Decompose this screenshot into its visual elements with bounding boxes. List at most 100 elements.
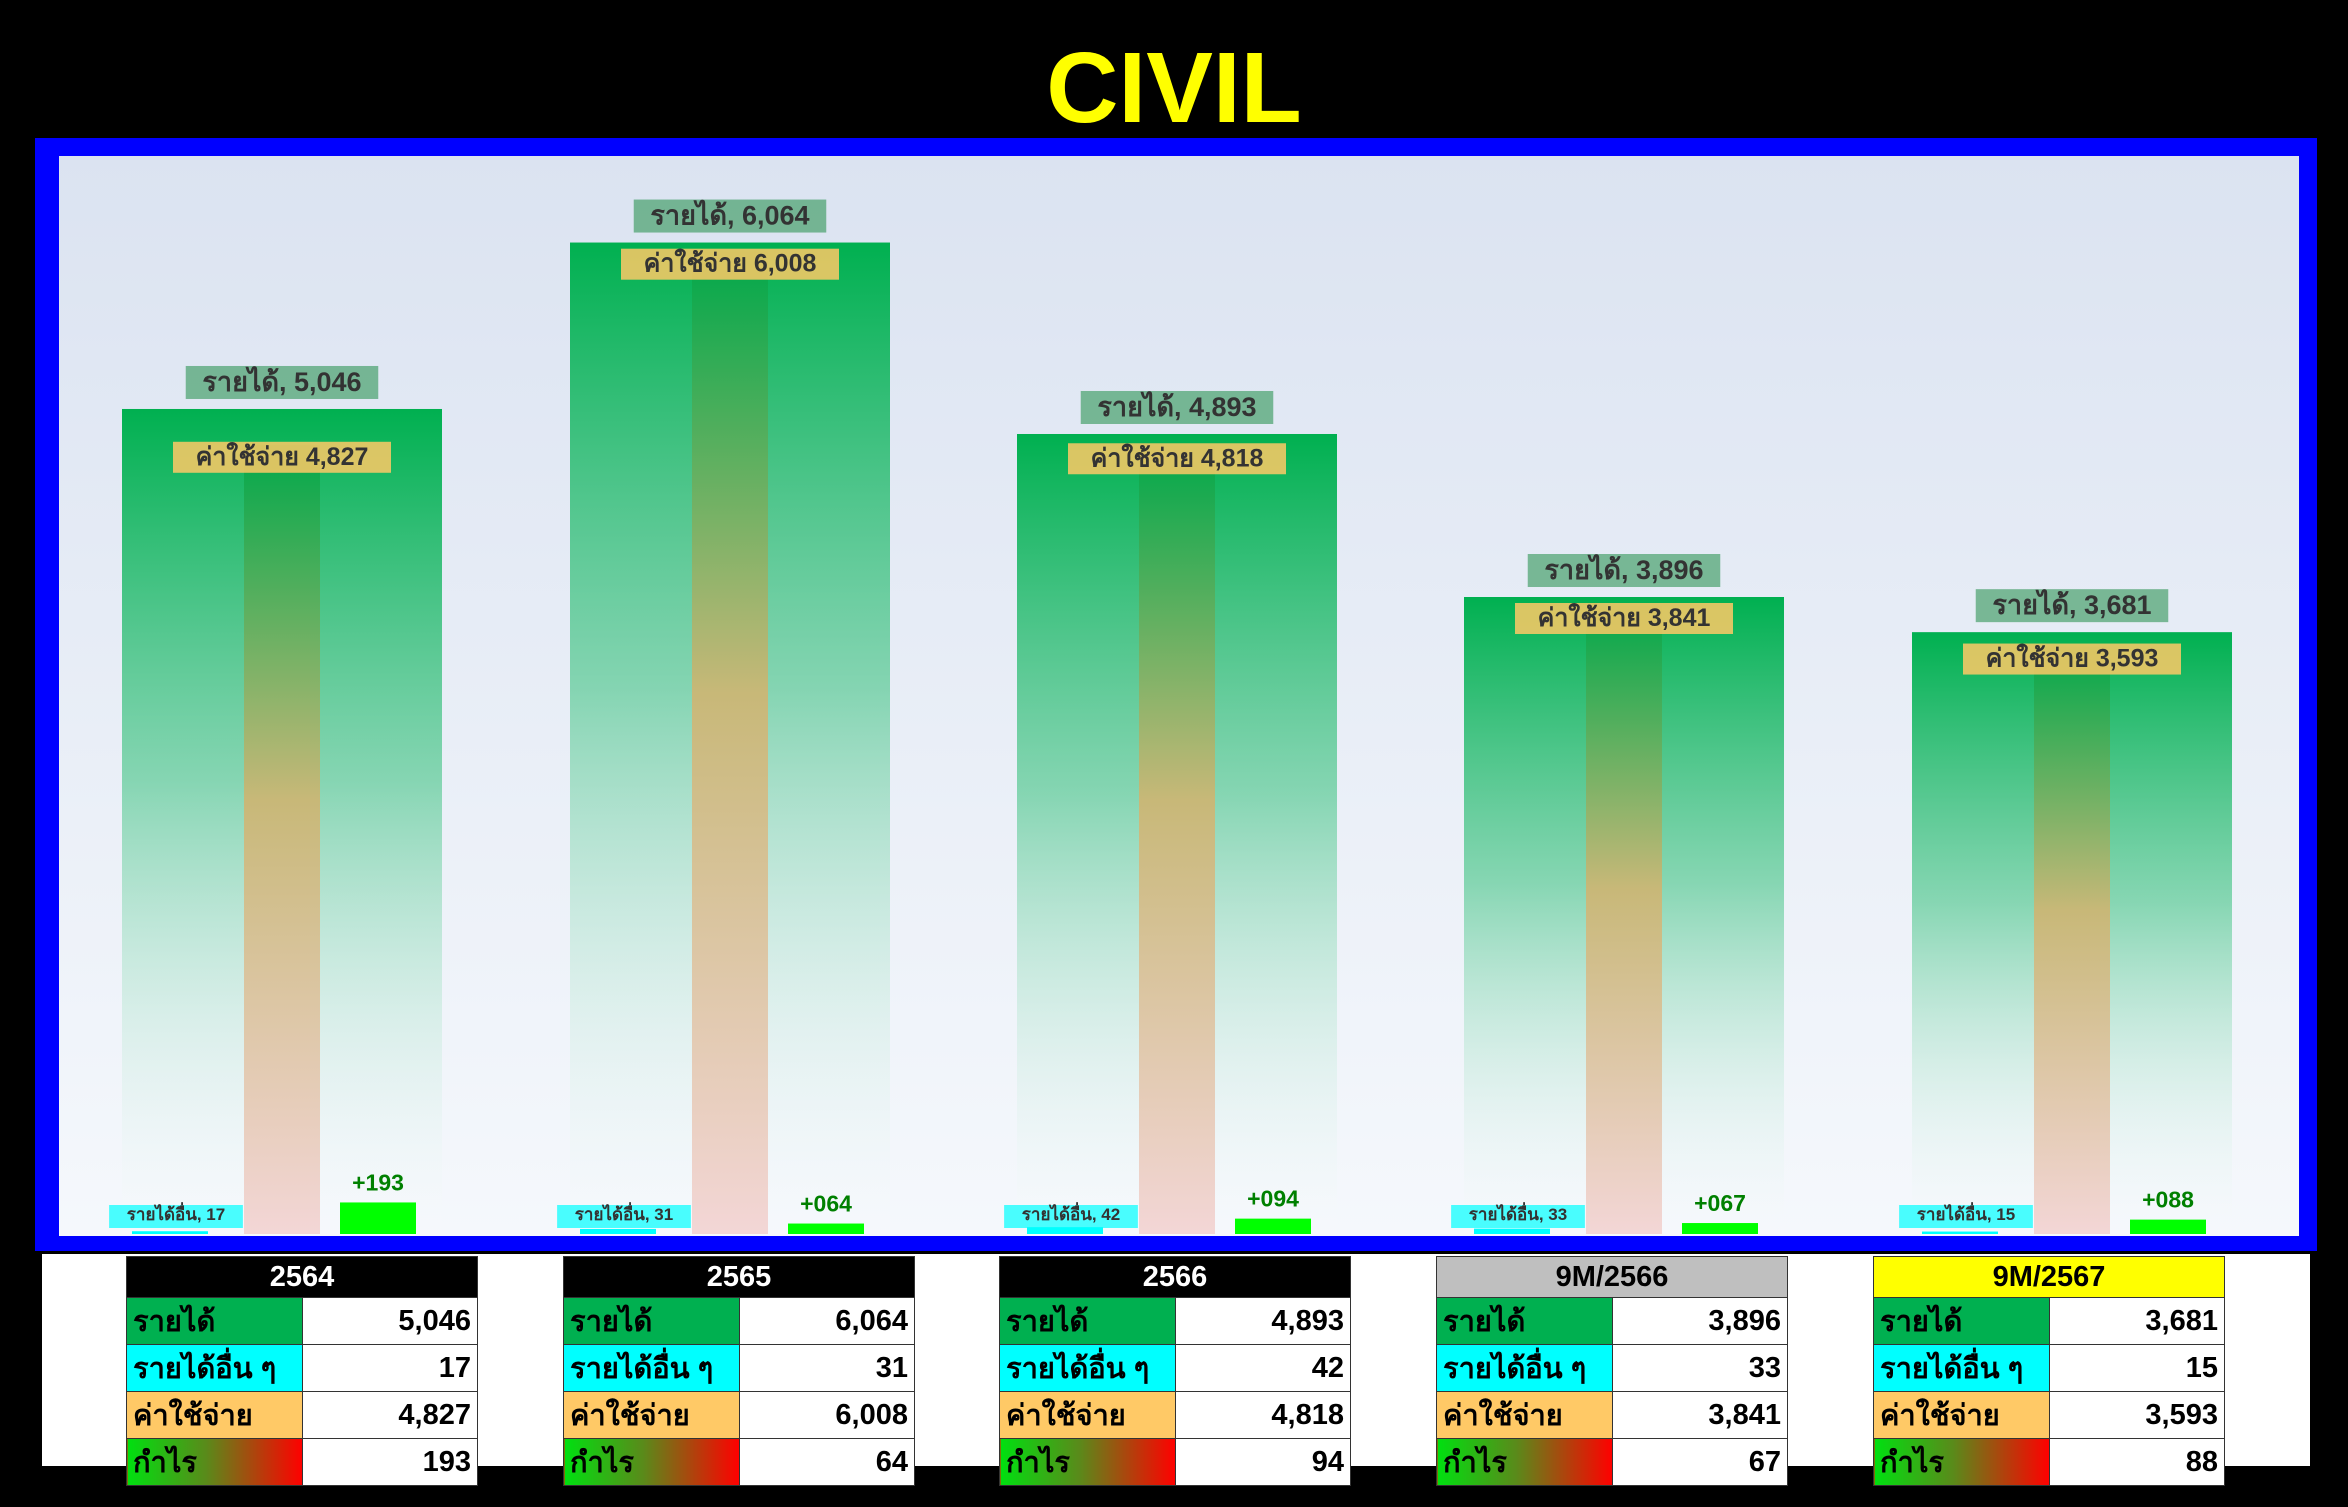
summary-table: 9M/2567 รายได้ 3,681 รายได้อื่น ๆ 15 ค่าใช้จ่…	[1873, 1256, 2225, 1486]
row-label: ค่าใช้จ่าย	[999, 1391, 1176, 1439]
profit-bar	[2130, 1219, 2206, 1234]
table-row: รายได้อื่น ๆ 42	[999, 1344, 1351, 1392]
profit-data-label: +094	[1247, 1186, 1299, 1212]
row-label: รายได้	[999, 1297, 1176, 1345]
row-label: รายได้อื่น ๆ	[563, 1344, 740, 1392]
other-income-data-label: รายได้อื่น, 42	[1022, 1202, 1120, 1224]
row-value: 33	[1611, 1344, 1788, 1392]
table-header: 2566	[999, 1256, 1351, 1298]
other-income-data-label: รายได้อื่น, 17	[127, 1202, 225, 1224]
row-label: รายได้	[1873, 1297, 2050, 1345]
row-label: กำไร	[563, 1438, 740, 1486]
summary-table: 9M/2566 รายได้ 3,896 รายได้อื่น ๆ 33 ค่าใช้จ่…	[1436, 1256, 1788, 1486]
expense-data-label-group: ค่าใช้จ่าย 4,818	[1068, 442, 1286, 475]
profit-data-label: +067	[1694, 1190, 1746, 1216]
income-data-label: รายได้, 6,064	[650, 200, 809, 231]
row-label: ค่าใช้จ่าย	[563, 1391, 740, 1439]
row-value: 5,046	[301, 1297, 478, 1345]
expense-data-label: ค่าใช้จ่าย 4,827	[196, 441, 369, 471]
plot-area: ค่าใช้จ่าย 4,827 รายได้, 5,046 รายได้อื่น,…	[59, 156, 2299, 1236]
other-income-data-label-bg	[109, 1205, 243, 1228]
table-row: รายได้อื่น ๆ 15	[1873, 1344, 2225, 1392]
row-label: รายได้อื่น ๆ	[1436, 1344, 1613, 1392]
row-value: 15	[2048, 1344, 2225, 1392]
other-income-bar	[1027, 1227, 1103, 1234]
table-header: 2565	[563, 1256, 915, 1298]
other-income-data-label-group: รายได้อื่น, 42	[1004, 1202, 1138, 1228]
table-row: ค่าใช้จ่าย 4,827	[126, 1391, 478, 1439]
income-data-label-bg	[1975, 589, 2169, 623]
other-income-data-label-bg	[1004, 1205, 1138, 1228]
income-data-label: รายได้, 5,046	[202, 366, 361, 397]
other-income-bar	[580, 1228, 656, 1234]
expense-data-label: ค่าใช้จ่าย 4,818	[1091, 442, 1264, 472]
income-data-label: รายได้, 3,896	[1544, 554, 1703, 585]
expense-bar	[692, 251, 768, 1234]
other-income-bar	[1474, 1228, 1550, 1234]
income-data-label-group: รายได้, 6,064	[633, 199, 827, 233]
expense-data-label-bg	[173, 441, 391, 473]
expense-bar	[1139, 446, 1215, 1235]
income-data-label: รายได้, 3,681	[1992, 589, 2151, 620]
profit-data-label: +193	[352, 1169, 404, 1195]
table-row: ค่าใช้จ่าย 3,841	[1436, 1391, 1788, 1439]
other-income-bar	[1922, 1231, 1998, 1234]
expense-bar	[1586, 605, 1662, 1234]
row-label: กำไร	[1873, 1438, 2050, 1486]
table-row: ค่าใช้จ่าย 6,008	[563, 1391, 915, 1439]
table-row: รายได้อื่น ๆ 17	[126, 1344, 478, 1392]
income-data-label-group: รายได้, 5,046	[185, 365, 379, 399]
income-data-label-bg	[633, 199, 827, 233]
row-value: 17	[301, 1344, 478, 1392]
row-value: 4,827	[301, 1391, 478, 1439]
profit-data-label-group: +067	[1694, 1190, 1746, 1216]
expense-data-label-bg	[1515, 602, 1733, 634]
row-value: 67	[1611, 1438, 1788, 1486]
profit-bar	[1682, 1223, 1758, 1234]
expense-data-label-group: ค่าใช้จ่าย 4,827	[173, 441, 391, 473]
expense-bar	[244, 444, 320, 1234]
row-label: กำไร	[126, 1438, 303, 1486]
expense-bar	[2034, 646, 2110, 1234]
expense-data-label-bg	[621, 248, 839, 280]
expense-data-label: ค่าใช้จ่าย 3,593	[1986, 643, 2159, 673]
table-row: รายได้ 6,064	[563, 1297, 915, 1345]
row-value: 3,681	[2048, 1297, 2225, 1345]
expense-data-label-group: ค่าใช้จ่าย 3,841	[1515, 602, 1733, 634]
expense-data-label-bg	[1068, 443, 1286, 475]
row-value: 6,064	[738, 1297, 915, 1345]
table-row: กำไร 88	[1873, 1438, 2225, 1486]
row-value: 3,593	[2048, 1391, 2225, 1439]
table-row: ค่าใช้จ่าย 3,593	[1873, 1391, 2225, 1439]
row-value: 3,841	[1611, 1391, 1788, 1439]
income-data-label: รายได้, 4,893	[1097, 391, 1256, 422]
summary-table: 2566 รายได้ 4,893 รายได้อื่น ๆ 42 ค่าใช้จ่าย 4…	[999, 1256, 1351, 1486]
row-value: 94	[1174, 1438, 1351, 1486]
chart-frame: ค่าใช้จ่าย 4,827 รายได้, 5,046 รายได้อื่น,…	[35, 138, 2317, 1251]
row-label: รายได้	[126, 1297, 303, 1345]
profit-data-label-group: +094	[1247, 1186, 1299, 1212]
row-value: 4,818	[1174, 1391, 1351, 1439]
table-row: รายได้ 5,046	[126, 1297, 478, 1345]
row-label: ค่าใช้จ่าย	[126, 1391, 303, 1439]
other-income-data-label-bg	[557, 1205, 691, 1228]
expense-data-label-group: ค่าใช้จ่าย 3,593	[1963, 643, 2181, 675]
expense-data-label-group: ค่าใช้จ่าย 6,008	[621, 248, 839, 280]
row-value: 4,893	[1174, 1297, 1351, 1345]
other-income-data-label: รายได้อื่น, 31	[575, 1202, 673, 1224]
table-row: ค่าใช้จ่าย 4,818	[999, 1391, 1351, 1439]
table-row: รายได้อื่น ๆ 33	[1436, 1344, 1788, 1392]
income-data-label-group: รายได้, 3,896	[1527, 554, 1721, 588]
profit-data-label-group: +088	[2142, 1187, 2194, 1213]
other-income-data-label-group: รายได้อื่น, 31	[557, 1202, 691, 1228]
table-header: 2564	[126, 1256, 478, 1298]
income-data-label-bg	[1527, 554, 1721, 588]
row-label: รายได้อื่น ๆ	[126, 1344, 303, 1392]
row-value: 42	[1174, 1344, 1351, 1392]
row-label: ค่าใช้จ่าย	[1436, 1391, 1613, 1439]
table-row: กำไร 193	[126, 1438, 478, 1486]
profit-data-label-group: +064	[800, 1191, 852, 1217]
row-label: กำไร	[999, 1438, 1176, 1486]
table-row: กำไร 64	[563, 1438, 915, 1486]
row-label: รายได้	[1436, 1297, 1613, 1345]
